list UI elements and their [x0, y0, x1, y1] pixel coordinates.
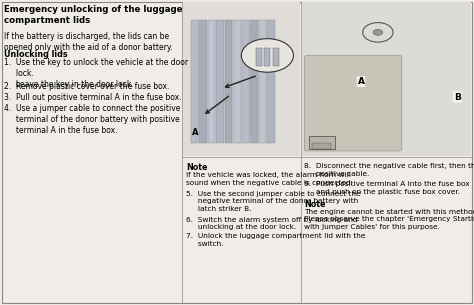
Bar [267, 20, 275, 143]
Bar [233, 20, 241, 143]
Text: If the battery is discharged, the lids can be
opened only with the aid of a dono: If the battery is discharged, the lids c… [4, 32, 173, 52]
Bar [225, 20, 232, 143]
Text: Emergency unlocking of the luggage
compartment lids: Emergency unlocking of the luggage compa… [4, 5, 182, 25]
Bar [255, 48, 262, 66]
Bar [183, 2, 300, 156]
Text: A: A [192, 128, 199, 137]
Text: 7.  Unlock the luggage compartment lid with the
     switch.: 7. Unlock the luggage compartment lid wi… [186, 233, 365, 247]
Text: Unlocking lids: Unlocking lids [4, 50, 67, 59]
Bar [312, 143, 331, 149]
Text: Note: Note [186, 163, 208, 172]
Bar [264, 48, 270, 66]
Text: 5.  Use the second jumper cable to connect the
     negative terminal of the don: 5. Use the second jumper cable to connec… [186, 191, 361, 212]
Bar [309, 136, 335, 149]
Bar [273, 48, 279, 66]
Bar [250, 20, 258, 143]
Text: The engine cannot be started with this method.
Please observe the chapter 'Emerg: The engine cannot be started with this m… [304, 209, 474, 230]
FancyBboxPatch shape [304, 56, 402, 151]
Text: 1.  Use the key to unlock the vehicle at the door
     lock.
     Leave the key : 1. Use the key to unlock the vehicle at … [4, 58, 188, 89]
Text: 9.  Push positive terminal A into the fuse box
     and push on the plastic fuse: 9. Push positive terminal A into the fus… [304, 181, 470, 195]
Text: 3.  Pull out positive terminal A in the fuse box.: 3. Pull out positive terminal A in the f… [4, 93, 181, 102]
Bar [191, 20, 198, 143]
Text: Note: Note [304, 200, 326, 209]
Bar [216, 20, 224, 143]
Bar [199, 20, 207, 143]
Circle shape [241, 39, 293, 72]
Text: 2.  Remove plastic cover over the fuse box.: 2. Remove plastic cover over the fuse bo… [4, 82, 169, 92]
Bar [259, 20, 266, 143]
Text: 6.  Switch the alarm system off by locking and
     unlocking at the door lock.: 6. Switch the alarm system off by lockin… [186, 217, 358, 230]
Bar [242, 20, 249, 143]
Text: 4.  Use a jumper cable to connect the positive
     terminal of the donor batter: 4. Use a jumper cable to connect the pos… [4, 104, 180, 135]
Text: B: B [454, 92, 461, 102]
Bar [208, 20, 215, 143]
Bar [302, 2, 471, 156]
Circle shape [373, 29, 383, 35]
Text: A: A [357, 77, 365, 86]
Text: 8.  Disconnect the negative cable first, then the
     positive cable.: 8. Disconnect the negative cable first, … [304, 163, 474, 177]
Text: If the vehicle was locked, the alarm horn will
sound when the negative cable is : If the vehicle was locked, the alarm hor… [186, 172, 353, 186]
